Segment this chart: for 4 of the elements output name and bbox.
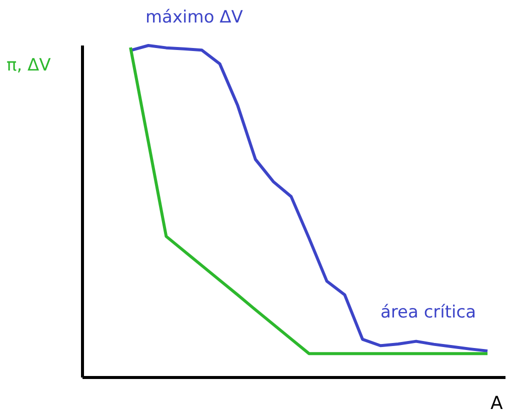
annotation: área crítica — [380, 302, 476, 322]
y-axis-title: π, ΔV — [6, 56, 52, 76]
x-axis-title: A — [490, 393, 504, 414]
text: máximo ΔV — [146, 8, 244, 28]
